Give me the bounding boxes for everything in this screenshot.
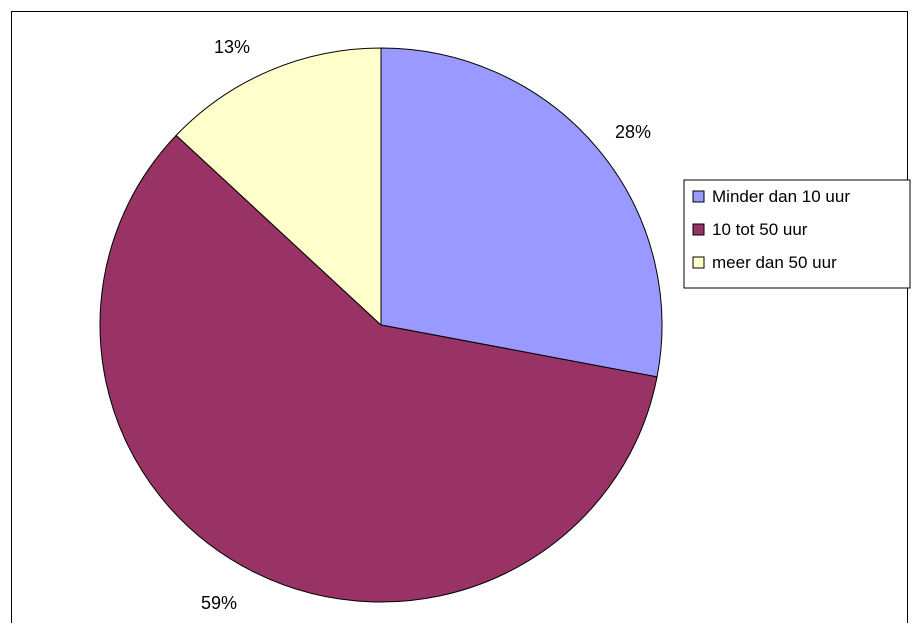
legend-label-2: 10 tot 50 uur bbox=[712, 220, 808, 239]
pie-slices bbox=[99, 47, 663, 603]
pie-labels: 28% 59% 13% bbox=[201, 37, 651, 613]
legend-label-1: Minder dan 10 uur bbox=[712, 187, 850, 206]
legend-border bbox=[683, 179, 911, 289]
legend-label-3: meer dan 50 uur bbox=[712, 253, 837, 272]
legend-swatch-3 bbox=[692, 256, 705, 269]
slice-value-label-1: 28% bbox=[615, 122, 651, 142]
pie-slice-1 bbox=[380, 47, 663, 378]
legend: Minder dan 10 uur 10 tot 50 uur meer dan 5… bbox=[683, 179, 911, 289]
slice-value-label-3: 13% bbox=[214, 37, 250, 57]
slice-value-label-2: 59% bbox=[201, 593, 237, 613]
legend-swatch-2 bbox=[692, 223, 705, 236]
pie-slice-2 bbox=[99, 134, 658, 603]
pie-slice-3 bbox=[175, 47, 382, 326]
legend-swatch-1 bbox=[692, 190, 705, 203]
